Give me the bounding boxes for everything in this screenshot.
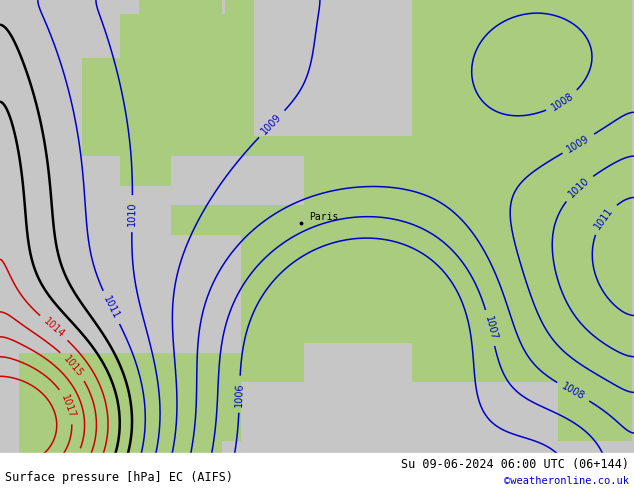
Text: 1010: 1010 <box>127 201 138 226</box>
Text: 1011: 1011 <box>593 206 616 231</box>
Text: 1017: 1017 <box>60 393 77 419</box>
Text: ©weatheronline.co.uk: ©weatheronline.co.uk <box>504 476 629 486</box>
Text: Su 09-06-2024 06:00 UTC (06+144): Su 09-06-2024 06:00 UTC (06+144) <box>401 458 629 471</box>
Text: Surface pressure [hPa] EC (AIFS): Surface pressure [hPa] EC (AIFS) <box>5 471 233 484</box>
Text: 1016: 1016 <box>60 452 83 477</box>
Text: Paris: Paris <box>309 213 338 222</box>
Bar <box>0 453 634 490</box>
Text: 1009: 1009 <box>260 112 284 136</box>
Text: 1018: 1018 <box>6 457 32 470</box>
Text: 1011: 1011 <box>101 294 121 320</box>
Text: 1007: 1007 <box>482 315 498 341</box>
Text: 1008: 1008 <box>550 91 576 113</box>
Text: 1014: 1014 <box>41 316 67 340</box>
Text: 1008: 1008 <box>560 381 586 402</box>
Text: 1010: 1010 <box>567 176 592 200</box>
Text: 1015: 1015 <box>61 353 85 379</box>
Text: 1006: 1006 <box>234 382 245 407</box>
Text: 1009: 1009 <box>566 133 592 154</box>
